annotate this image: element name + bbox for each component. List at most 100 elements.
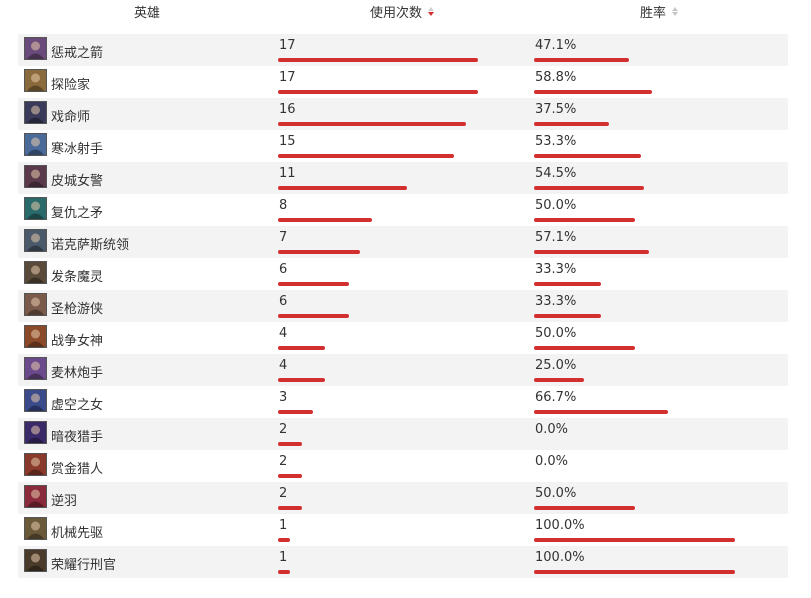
- table-row[interactable]: 寒冰射手 15 53.3%: [18, 130, 788, 162]
- column-header-winrate-label: 胜率: [640, 6, 667, 21]
- win-rate-bar: [534, 250, 649, 254]
- uses-count: 1: [279, 518, 288, 533]
- champion-name[interactable]: 探险家: [51, 78, 91, 93]
- table-row[interactable]: 探险家 17 58.8%: [18, 66, 788, 98]
- column-header-winrate[interactable]: 胜率: [640, 2, 679, 21]
- uses-count: 11: [279, 166, 296, 181]
- win-rate: 50.0%: [535, 486, 577, 501]
- uses-bar: [278, 346, 325, 350]
- table-row[interactable]: 皮城女警 11 54.5%: [18, 162, 788, 194]
- sort-desc-icon[interactable]: [428, 7, 435, 16]
- uses-bar: [278, 506, 302, 510]
- table-row[interactable]: 战争女神 4 50.0%: [18, 322, 788, 354]
- table-row[interactable]: 荣耀行刑官 1 100.0%: [18, 546, 788, 578]
- champion-portrait-icon[interactable]: [24, 293, 47, 316]
- win-rate-bar: [534, 378, 584, 382]
- champion-name[interactable]: 虚空之女: [51, 398, 104, 413]
- win-rate: 33.3%: [535, 294, 577, 309]
- uses-count: 2: [279, 486, 288, 501]
- win-rate: 57.1%: [535, 230, 577, 245]
- win-rate-bar: [534, 410, 668, 414]
- table-header: 英雄 使用次数 胜率: [18, 0, 788, 26]
- uses-bar: [278, 378, 325, 382]
- win-rate: 33.3%: [535, 262, 577, 277]
- champion-name[interactable]: 圣枪游侠: [51, 302, 104, 317]
- champion-name[interactable]: 发条魔灵: [51, 270, 104, 285]
- champion-portrait-icon[interactable]: [24, 133, 47, 156]
- uses-bar: [278, 122, 466, 126]
- champion-portrait-icon[interactable]: [24, 485, 47, 508]
- champion-portrait-icon[interactable]: [24, 357, 47, 380]
- champion-portrait-icon[interactable]: [24, 37, 47, 60]
- champion-portrait-icon[interactable]: [24, 229, 47, 252]
- table-row[interactable]: 赏金猎人 2 0.0%: [18, 450, 788, 482]
- champion-name[interactable]: 赏金猎人: [51, 462, 104, 477]
- uses-count: 8: [279, 198, 288, 213]
- uses-count: 4: [279, 358, 288, 373]
- uses-count: 4: [279, 326, 288, 341]
- table-row[interactable]: 圣枪游侠 6 33.3%: [18, 290, 788, 322]
- table-row[interactable]: 惩戒之箭 17 47.1%: [18, 34, 788, 66]
- champion-portrait-icon[interactable]: [24, 453, 47, 476]
- column-header-uses-label: 使用次数: [370, 6, 423, 21]
- champion-name[interactable]: 麦林炮手: [51, 366, 104, 381]
- champion-name[interactable]: 战争女神: [51, 334, 104, 349]
- win-rate: 50.0%: [535, 326, 577, 341]
- champion-name[interactable]: 皮城女警: [51, 174, 104, 189]
- win-rate-bar: [534, 570, 735, 574]
- win-rate-bar: [534, 58, 629, 62]
- uses-bar: [278, 250, 360, 254]
- champion-name[interactable]: 荣耀行刑官: [51, 558, 117, 573]
- table-row[interactable]: 复仇之矛 8 50.0%: [18, 194, 788, 226]
- uses-bar: [278, 58, 478, 62]
- table-row[interactable]: 诺克萨斯统领 7 57.1%: [18, 226, 788, 258]
- champion-portrait-icon[interactable]: [24, 325, 47, 348]
- champion-name[interactable]: 逆羽: [51, 494, 78, 509]
- champion-portrait-icon[interactable]: [24, 261, 47, 284]
- champion-name[interactable]: 诺克萨斯统领: [51, 238, 130, 253]
- table-row[interactable]: 逆羽 2 50.0%: [18, 482, 788, 514]
- uses-bar: [278, 154, 454, 158]
- uses-count: 2: [279, 454, 288, 469]
- uses-bar: [278, 218, 372, 222]
- win-rate-bar: [534, 186, 644, 190]
- champion-name[interactable]: 机械先驱: [51, 526, 104, 541]
- champion-portrait-icon[interactable]: [24, 197, 47, 220]
- win-rate-bar: [534, 506, 635, 510]
- champion-portrait-icon[interactable]: [24, 69, 47, 92]
- uses-bar: [278, 314, 349, 318]
- win-rate: 100.0%: [535, 550, 585, 565]
- champion-name[interactable]: 惩戒之箭: [51, 46, 104, 61]
- win-rate: 0.0%: [535, 422, 569, 437]
- champion-name[interactable]: 寒冰射手: [51, 142, 104, 157]
- column-header-uses[interactable]: 使用次数: [370, 2, 435, 21]
- champion-name[interactable]: 暗夜猎手: [51, 430, 104, 445]
- table-row[interactable]: 麦林炮手 4 25.0%: [18, 354, 788, 386]
- champion-portrait-icon[interactable]: [24, 517, 47, 540]
- uses-bar: [278, 186, 407, 190]
- table-row[interactable]: 暗夜猎手 2 0.0%: [18, 418, 788, 450]
- column-header-hero: 英雄: [134, 2, 160, 21]
- win-rate: 50.0%: [535, 198, 577, 213]
- table-row[interactable]: 戏命师 16 37.5%: [18, 98, 788, 130]
- sort-icon[interactable]: [672, 7, 679, 16]
- uses-count: 3: [279, 390, 288, 405]
- win-rate-bar: [534, 154, 641, 158]
- table-row[interactable]: 发条魔灵 6 33.3%: [18, 258, 788, 290]
- win-rate: 54.5%: [535, 166, 577, 181]
- champion-portrait-icon[interactable]: [24, 165, 47, 188]
- table-row[interactable]: 机械先驱 1 100.0%: [18, 514, 788, 546]
- uses-bar: [278, 570, 290, 574]
- win-rate-bar: [534, 218, 635, 222]
- champion-portrait-icon[interactable]: [24, 549, 47, 572]
- champion-portrait-icon[interactable]: [24, 101, 47, 124]
- uses-bar: [278, 282, 349, 286]
- win-rate: 66.7%: [535, 390, 577, 405]
- champion-name[interactable]: 复仇之矛: [51, 206, 104, 221]
- uses-count: 2: [279, 422, 288, 437]
- win-rate: 53.3%: [535, 134, 577, 149]
- table-row[interactable]: 虚空之女 3 66.7%: [18, 386, 788, 418]
- champion-portrait-icon[interactable]: [24, 389, 47, 412]
- champion-name[interactable]: 戏命师: [51, 110, 91, 125]
- champion-portrait-icon[interactable]: [24, 421, 47, 444]
